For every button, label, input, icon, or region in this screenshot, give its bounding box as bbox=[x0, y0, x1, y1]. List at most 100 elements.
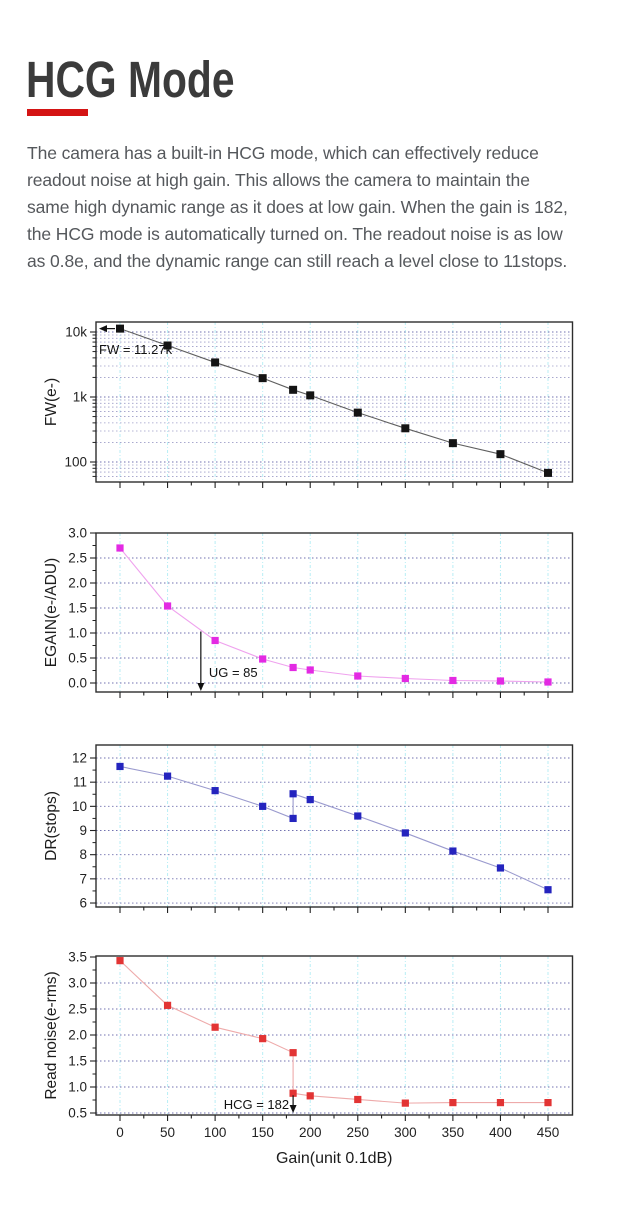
y-tick-label: 1.0 bbox=[68, 1080, 87, 1095]
charts-svg: 10k 1k 100 FW(e-) FW = 11.27k 3.0 2.5 2.0 1.5 1.0… bbox=[43, 321, 574, 1167]
data-point bbox=[289, 814, 297, 823]
y-tick-label: 0.5 bbox=[68, 651, 87, 666]
y-tick-label: 3.0 bbox=[68, 526, 87, 541]
panel-read-noise: 3.5 3.0 2.5 2.0 1.5 1.0 0.5 Read noise(e-rms) HC… bbox=[43, 950, 574, 1121]
data-point bbox=[163, 341, 172, 350]
data-point bbox=[289, 385, 298, 394]
annotation-arrow-down bbox=[197, 683, 205, 691]
y-tick-label: 1k bbox=[73, 390, 88, 405]
data-point bbox=[496, 450, 505, 459]
y-tick-label: 9 bbox=[79, 823, 87, 838]
series-line-dynamic-range bbox=[119, 765, 549, 891]
y-tick-label: 1.5 bbox=[68, 601, 87, 616]
y-tick-label: 100 bbox=[64, 455, 87, 470]
paragraph-line: readout noise at high gain. This allows … bbox=[27, 170, 530, 190]
data-point bbox=[258, 374, 267, 383]
data-point bbox=[289, 790, 297, 798]
data-point bbox=[544, 678, 552, 686]
data-point bbox=[211, 1023, 219, 1031]
x-tick-label: 0 bbox=[116, 1125, 124, 1140]
data-point bbox=[354, 812, 362, 820]
data-point bbox=[496, 677, 505, 685]
y-tick-label: 10k bbox=[65, 325, 87, 340]
x-tick-label: 100 bbox=[204, 1125, 227, 1140]
data-point bbox=[289, 1089, 297, 1097]
annotation-fw: FW = 11.27k bbox=[99, 342, 173, 357]
annotation-arrow-down bbox=[289, 1105, 297, 1113]
y-tick-label: 0.5 bbox=[68, 1106, 87, 1121]
paragraph-line: as 0.8e, and the dynamic range can still… bbox=[27, 251, 568, 271]
series-line-egain bbox=[119, 547, 549, 683]
x-tick-label: 150 bbox=[251, 1125, 274, 1140]
data-point bbox=[211, 787, 219, 795]
data-point bbox=[211, 636, 219, 645]
y-tick-label: 3.0 bbox=[68, 976, 87, 991]
y-tick-label: 2.5 bbox=[68, 551, 87, 566]
x-tick-label: 350 bbox=[442, 1125, 465, 1140]
y-axis-title-egain: EGAIN(e-/ADU) bbox=[43, 558, 60, 667]
data-point bbox=[353, 408, 362, 417]
data-point bbox=[116, 762, 124, 771]
data-point bbox=[544, 886, 552, 894]
panel-egain: 3.0 2.5 2.0 1.5 1.0 0.5 0.0 EGAIN(e-/ADU) UG = 8… bbox=[43, 526, 574, 698]
data-point bbox=[354, 672, 362, 680]
y-tick-label: 8 bbox=[79, 847, 87, 862]
intro-paragraph: The camera has a built-in HCG mode, whic… bbox=[27, 140, 627, 275]
x-tick-label: 200 bbox=[299, 1125, 322, 1140]
data-point bbox=[496, 1099, 505, 1107]
x-tick-label: 450 bbox=[537, 1125, 560, 1140]
data-point bbox=[401, 424, 410, 433]
y-axis-title-dynamic-range: DR(stops) bbox=[43, 791, 60, 861]
data-point bbox=[116, 544, 124, 552]
data-point bbox=[306, 666, 314, 674]
data-point bbox=[354, 1095, 362, 1104]
y-axis-title-full-well: FW(e-) bbox=[43, 378, 60, 426]
y-tick-label: 2.5 bbox=[68, 1002, 87, 1017]
y-tick-label: 7 bbox=[79, 871, 87, 886]
y-tick-label: 11 bbox=[73, 775, 87, 790]
data-point bbox=[401, 829, 409, 837]
y-tick-label: 0.0 bbox=[68, 676, 87, 691]
panel-full-well: 10k 1k 100 FW(e-) FW = 11.27k bbox=[43, 321, 574, 488]
data-point bbox=[448, 439, 457, 448]
data-point bbox=[306, 391, 315, 400]
y-tick-label: 1.5 bbox=[68, 1054, 87, 1069]
x-tick-label: 300 bbox=[394, 1125, 417, 1140]
x-tick-label: 400 bbox=[489, 1125, 512, 1140]
y-axis-title-read-noise: Read noise(e-rms) bbox=[43, 971, 60, 1099]
data-point bbox=[449, 847, 457, 855]
data-point bbox=[401, 1099, 409, 1107]
data-point bbox=[449, 1099, 457, 1107]
title-underline bbox=[27, 109, 88, 116]
paragraph-line: the HCG mode is automatically turned on.… bbox=[27, 224, 563, 244]
data-point bbox=[116, 957, 124, 965]
y-tick-label: 12 bbox=[72, 751, 87, 766]
data-point bbox=[259, 802, 267, 810]
y-tick-label: 2.0 bbox=[68, 1028, 87, 1043]
charts-figure: 10k 1k 100 FW(e-) FW = 11.27k 3.0 2.5 2.0 1.5 1.0… bbox=[0, 295, 640, 1219]
data-point bbox=[306, 1092, 314, 1100]
data-point bbox=[116, 324, 124, 333]
data-point bbox=[496, 864, 505, 872]
x-tick-label: 250 bbox=[347, 1125, 370, 1140]
y-tick-label: 1.0 bbox=[68, 626, 87, 641]
data-point bbox=[401, 674, 409, 683]
data-point bbox=[259, 1035, 267, 1043]
annotation-hcg: HCG = 182 bbox=[224, 1097, 289, 1112]
data-point bbox=[449, 676, 457, 685]
data-point bbox=[163, 602, 172, 610]
data-point bbox=[163, 1001, 172, 1009]
x-tick-label: 50 bbox=[160, 1125, 175, 1140]
data-point bbox=[544, 1099, 552, 1107]
page-title: HCG Mode bbox=[26, 51, 235, 108]
x-axis: 0 50 100 150 200 250 300 350 400 450 Gain(unit 0.1… bbox=[116, 1125, 559, 1167]
annotation-arrow-left bbox=[99, 325, 107, 333]
data-point bbox=[163, 772, 172, 780]
data-point bbox=[544, 468, 552, 477]
annotation-ug: UG = 85 bbox=[209, 665, 258, 680]
paragraph-line: same high dynamic range as it does at lo… bbox=[27, 197, 568, 217]
y-tick-label: 3.5 bbox=[68, 950, 87, 965]
x-axis-title: Gain(unit 0.1dB) bbox=[276, 1150, 393, 1167]
panel-dynamic-range: 12 11 10 9 8 7 6 DR(stops) bbox=[43, 744, 574, 913]
